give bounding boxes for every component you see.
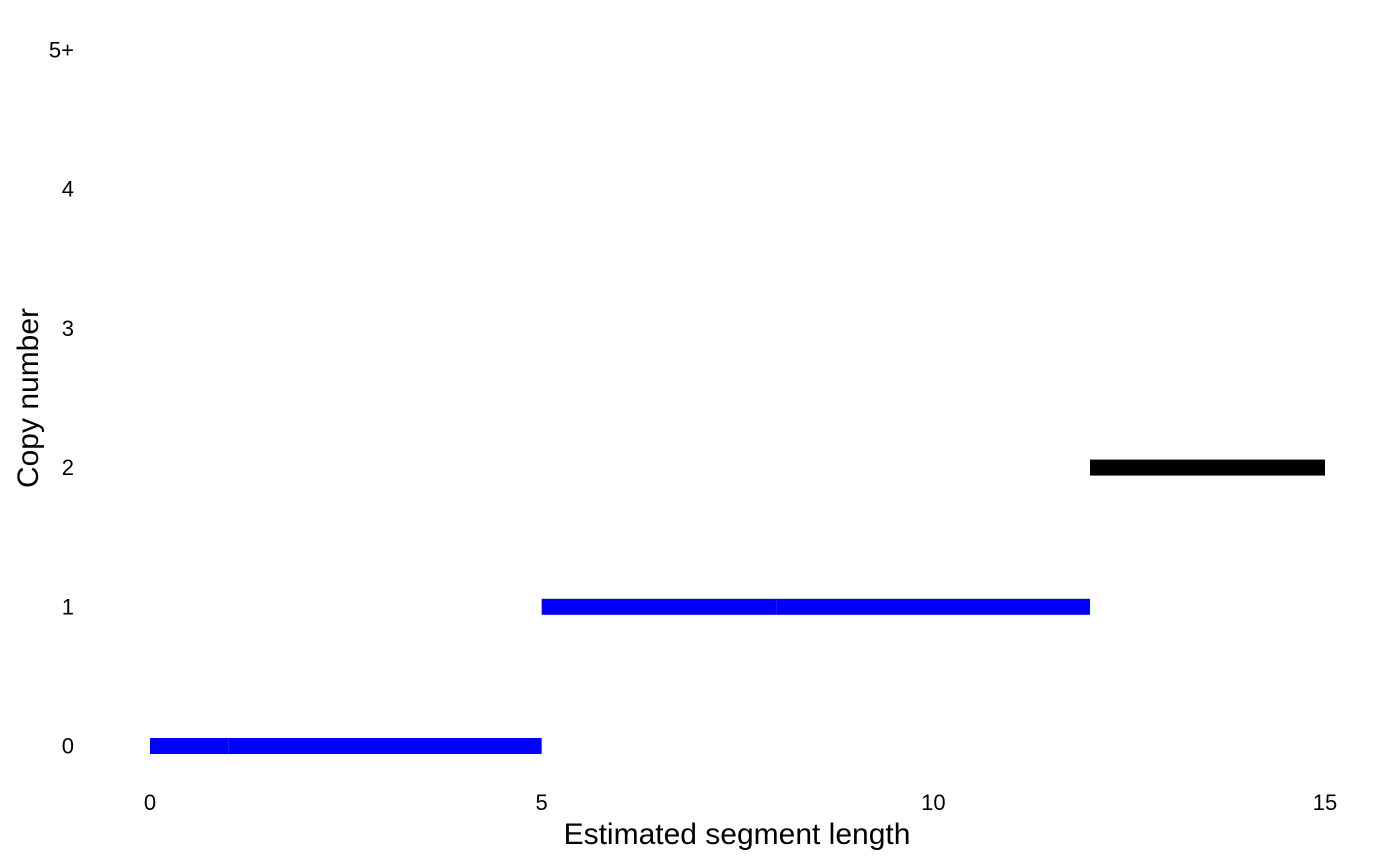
x-axis-ticks: 0 5 10 15 [144, 790, 1337, 815]
y-tick-label: 5+ [49, 38, 74, 63]
segment-bar-3 [541, 598, 777, 615]
x-tick-label: 10 [921, 790, 945, 815]
x-axis-title: Estimated segment length [564, 818, 911, 851]
y-tick-label: 3 [62, 316, 74, 341]
y-tick-label: 1 [62, 594, 74, 619]
y-axis-title: Copy number [12, 308, 45, 488]
y-tick-label: 0 [62, 734, 74, 759]
segment-bar-1 [150, 738, 229, 754]
y-axis-ticks: 0 1 2 3 4 5+ [49, 38, 74, 759]
segment-bar-4 [776, 598, 1090, 615]
segments-layer [150, 459, 1325, 754]
x-tick-label: 5 [536, 790, 548, 815]
x-tick-label: 0 [144, 790, 156, 815]
x-tick-label: 15 [1313, 790, 1337, 815]
segment-bar-2 [228, 738, 542, 754]
segment-bar-5 [1090, 459, 1325, 476]
y-tick-label: 2 [62, 455, 74, 480]
y-tick-label: 4 [62, 177, 74, 202]
